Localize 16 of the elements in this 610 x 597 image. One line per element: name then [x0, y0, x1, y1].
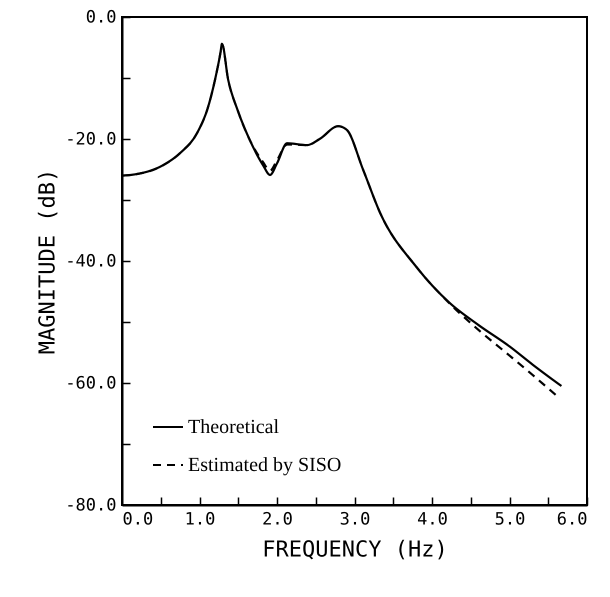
y-tick-label: -20.0: [65, 130, 116, 150]
x-tick-label: 5.0: [494, 510, 526, 530]
x-tick-label: 1.0: [184, 510, 216, 530]
x-tick-label: 3.0: [340, 510, 370, 530]
x-tick-label: 4.0: [417, 510, 448, 530]
x-tick-label: 6.0: [556, 510, 588, 530]
legend-label: Estimated by SISO: [188, 454, 342, 476]
y-axis-title: MAGNITUDE (dB): [35, 168, 60, 354]
legend-label: Theoretical: [188, 416, 280, 438]
x-axis-title: FREQUENCY (Hz): [262, 538, 448, 562]
y-tick-label: -60.0: [65, 374, 116, 394]
y-tick-label: 0.0: [86, 8, 116, 28]
y-tick-label: -80.0: [65, 496, 116, 516]
y-tick-label: -40.0: [65, 252, 116, 272]
x-tick-label: 0.0: [122, 510, 154, 530]
x-tick-label: 2.0: [262, 510, 293, 530]
